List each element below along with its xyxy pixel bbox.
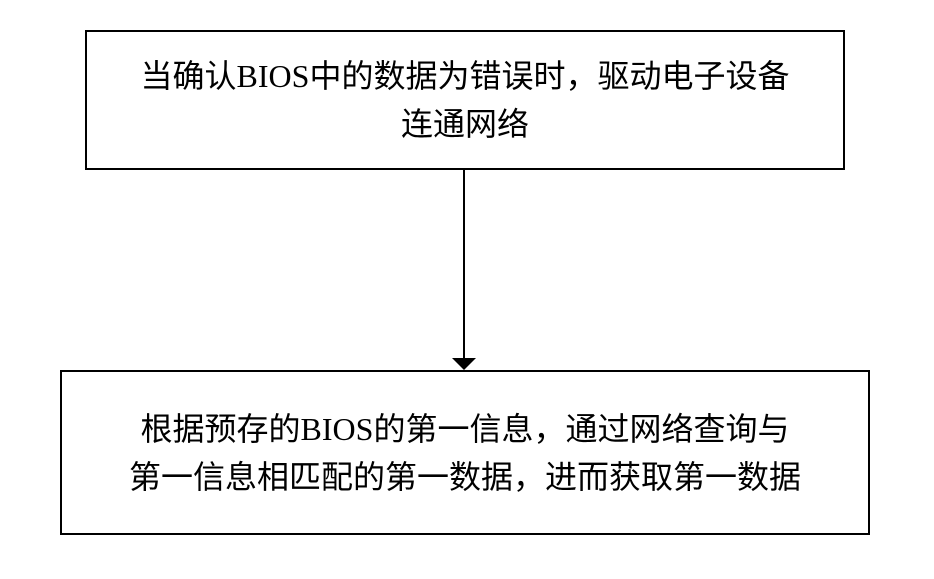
flowchart-edge-1-line [463, 170, 465, 358]
node-2-line-2: 第一信息相匹配的第一数据，进而获取第一数据 [129, 459, 801, 495]
flowchart-node-1: 当确认BIOS中的数据为错误时，驱动电子设备 连通网络 [85, 30, 845, 170]
node-1-line-2: 连通网络 [401, 106, 529, 142]
flowchart-node-2: 根据预存的BIOS的第一信息，通过网络查询与 第一信息相匹配的第一数据，进而获取… [60, 370, 870, 535]
node-2-text: 根据预存的BIOS的第一信息，通过网络查询与 第一信息相匹配的第一数据，进而获取… [129, 405, 801, 501]
node-1-line-1: 当确认BIOS中的数据为错误时，驱动电子设备 [141, 58, 790, 94]
node-2-line-1: 根据预存的BIOS的第一信息，通过网络查询与 [141, 411, 790, 447]
node-1-text: 当确认BIOS中的数据为错误时，驱动电子设备 连通网络 [141, 52, 790, 148]
flowchart-edge-1-arrowhead [452, 358, 476, 370]
